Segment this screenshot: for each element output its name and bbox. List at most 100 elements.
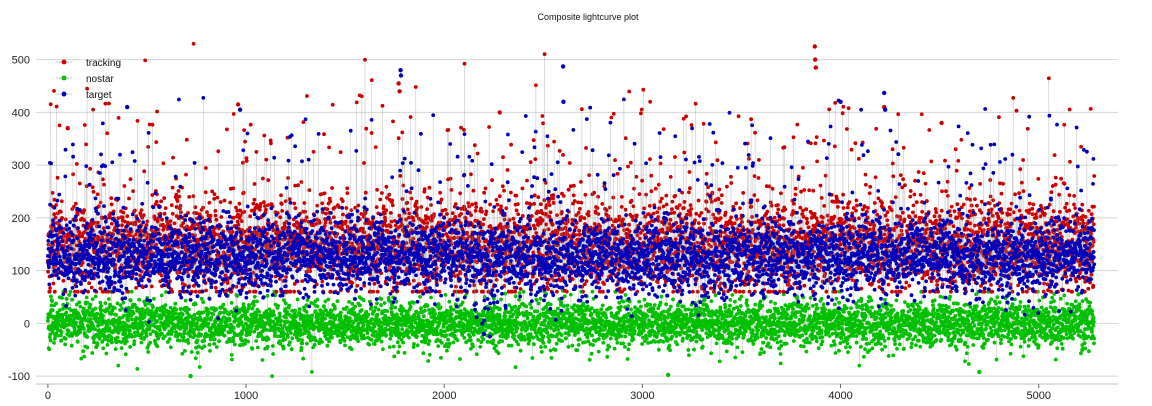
data-point-nostar [130,317,134,322]
data-point-nostar [994,319,999,324]
data-point-nostar [916,338,921,343]
data-point-nostar [980,321,984,325]
data-point-nostar [391,344,396,349]
data-point-nostar [494,343,498,348]
data-point-nostar [583,340,587,345]
data-point-nostar [554,341,559,346]
data-point-nostar [953,314,958,318]
data-point-nostar [503,314,508,319]
data-point-nostar [773,316,777,321]
data-point-nostar [836,332,840,337]
series-nostar [46,288,1097,379]
data-point-nostar [255,345,260,350]
data-point-nostar [344,305,349,310]
data-point-nostar [725,314,729,319]
data-point-nostar [996,334,1001,339]
data-point-nostar [436,302,441,306]
data-point-nostar [766,341,771,346]
data-point-nostar [305,341,309,346]
data-point-nostar [471,344,475,349]
data-point-nostar [585,335,590,340]
data-point-nostar [687,353,691,358]
data-point-nostar [79,356,84,361]
data-point-nostar [148,332,153,336]
data-point-nostar [859,296,864,301]
data-point-nostar [330,335,334,340]
data-point-nostar [730,342,734,346]
data-point-nostar [597,337,601,341]
data-point-nostar [532,342,536,347]
data-point-nostar [382,301,387,305]
data-point-nostar [745,303,750,308]
data-point-nostar [427,339,432,343]
data-point-nostar [1025,317,1029,321]
data-point-nostar [831,339,836,344]
data-point-nostar [374,329,378,334]
data-point-nostar [869,298,874,303]
data-point-nostar [892,338,897,343]
data-point-nostar [231,326,236,330]
data-point-nostar [981,346,986,350]
data-point-nostar [823,307,827,312]
data-point-nostar [359,308,364,313]
data-point-nostar [183,298,188,303]
data-point-nostar [276,304,281,308]
data-point-nostar [860,307,865,311]
data-point-nostar [158,328,162,332]
y-tick-label: 200 [12,213,30,225]
data-point-nostar [208,349,212,353]
data-point-nostar [607,344,612,349]
data-point-nostar [789,314,794,319]
data-point-nostar [966,362,971,366]
data-point-nostar [93,306,98,311]
data-point-nostar [139,320,144,325]
data-point-nostar [758,351,763,356]
data-point-nostar [148,340,153,345]
data-point-nostar [684,312,689,317]
data-point-nostar [570,312,575,317]
data-point-nostar [846,350,850,355]
data-point-nostar [402,351,407,355]
data-point-nostar [717,327,722,332]
data-point-nostar [897,342,902,347]
data-point-nostar [670,334,674,339]
data-point-nostar [590,289,595,294]
data-point-nostar [536,301,541,306]
data-point-nostar [458,357,462,361]
data-point-nostar [714,341,719,346]
data-point-nostar [82,331,87,335]
data-point-nostar [401,340,405,345]
data-point-nostar [786,306,791,311]
data-point-nostar [659,294,664,299]
data-point-nostar [146,350,151,354]
data-point-nostar [686,307,691,312]
data-point-nostar [948,294,952,299]
data-point-nostar [170,329,174,334]
data-point-nostar [407,335,411,340]
data-point-nostar [957,313,962,317]
data-point-nostar [365,331,370,335]
data-point-nostar [668,304,673,309]
data-point-nostar [973,307,978,312]
data-point-nostar [335,299,340,304]
data-point-nostar [576,330,580,335]
data-point-nostar [782,333,787,338]
data-point-nostar [740,350,745,354]
data-point-nostar [694,329,699,334]
data-point-nostar [816,346,821,351]
data-point-nostar [98,300,103,305]
data-point-nostar [832,342,837,347]
data-point-nostar [1026,304,1031,309]
data-point-nostar [342,332,347,337]
data-point-nostar [521,289,526,294]
data-point-nostar [289,331,293,335]
data-point-nostar [739,294,744,299]
data-point-nostar [743,329,748,334]
data-point-nostar [338,314,343,318]
data-point-nostar [66,329,71,333]
data-point-nostar [288,340,292,345]
data-point-nostar [246,339,251,344]
data-point-nostar [518,348,523,353]
data-point-nostar [559,333,564,337]
data-point-nostar [396,350,401,355]
